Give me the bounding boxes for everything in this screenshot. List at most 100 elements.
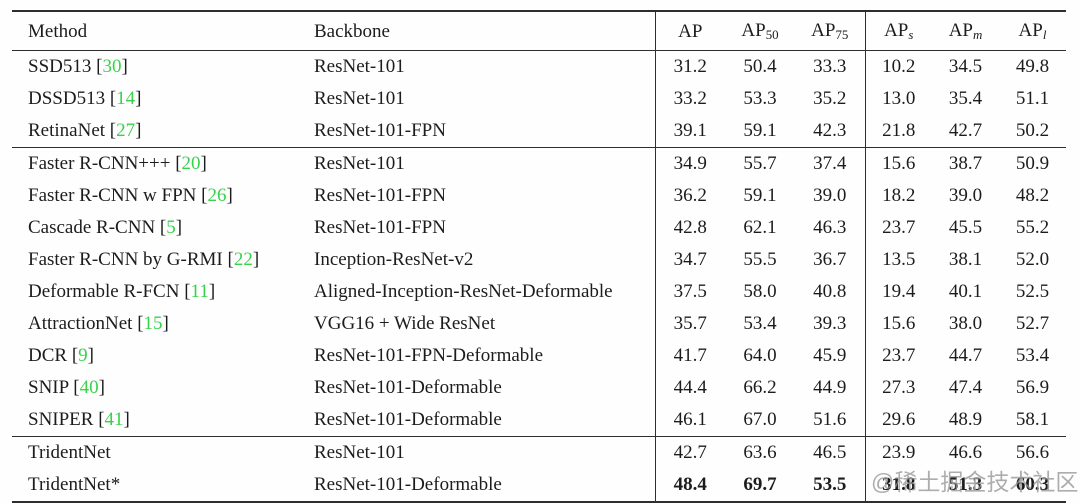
metric-cell: 33.3 xyxy=(813,56,847,77)
metric-base: AP xyxy=(948,20,973,41)
backbone-cell: ResNet-101 xyxy=(313,147,655,180)
metric-cell: 47.4 xyxy=(948,377,983,398)
metric-cell: 59.1 xyxy=(743,120,777,141)
metric-cell: 46.6 xyxy=(932,436,999,469)
method-cell: SSD513 [30] xyxy=(12,51,313,84)
citation-ref: 22 xyxy=(233,249,253,270)
metric-cell: 39.3 xyxy=(813,313,847,334)
table-row: SSD513 [30] ResNet-101 31.2 50.4 33.3 10.2 34.… xyxy=(12,50,1066,84)
method-cell: RetinaNet [27] xyxy=(12,115,313,148)
metric-cell: 41.7 xyxy=(654,340,725,372)
method-name: DSSD513 xyxy=(28,88,106,109)
citation-bracket-close: ] xyxy=(208,281,216,302)
header-row: Method Backbone AP AP50 AP75 APs APm APl xyxy=(12,11,1066,51)
citation-ref: 26 xyxy=(207,185,227,206)
citation-ref: 15 xyxy=(143,313,163,334)
table-row: TridentNet* ResNet-101-Deformable 48.4 69.7… xyxy=(12,469,1066,503)
citation-bracket-open: [ xyxy=(179,281,191,302)
table-row: DCR [9] ResNet-101-FPN-Deformable 41.7 64.0… xyxy=(12,340,1066,372)
metric-cell: 35.7 xyxy=(654,308,725,340)
metric-cell: 37.5 xyxy=(654,276,725,308)
metric-cell: 63.6 xyxy=(725,436,795,469)
metric-cell: 36.7 xyxy=(813,249,847,270)
metric-base: AP xyxy=(741,20,766,41)
metric-cell: 51.1 xyxy=(1015,88,1050,109)
metric-cell: 55.7 xyxy=(725,147,795,180)
col-header-backbone: Backbone xyxy=(313,11,655,51)
col-header-metric: APl xyxy=(999,11,1066,51)
metric-cell: 50.9 xyxy=(999,147,1066,180)
metric-cell: 53.4 xyxy=(1015,345,1050,366)
metric-cell: 44.4 xyxy=(654,372,725,404)
backbone-cell: ResNet-101 xyxy=(314,88,405,109)
citation-ref: 27 xyxy=(116,120,136,141)
table-row: AttractionNet [15] VGG16 + Wide ResNet 35.… xyxy=(12,308,1066,340)
method-name: Faster R-CNN w FPN xyxy=(28,185,197,206)
method-name: DCR xyxy=(28,345,68,366)
table-row: RetinaNet [27] ResNet-101-FPN 39.1 59.1 42.3… xyxy=(12,115,1066,148)
metric-cell: 51.3 xyxy=(932,469,999,503)
backbone-cell: ResNet-101-Deformable xyxy=(314,409,502,430)
metric-cell: 15.6 xyxy=(864,147,932,180)
metric-cell: 45.5 xyxy=(948,217,983,238)
method-name: TridentNet xyxy=(28,442,111,463)
table-row: Faster R-CNN+++ [20] ResNet-101 34.9 55.7 37… xyxy=(12,147,1066,180)
metric-cell: 52.7 xyxy=(1015,313,1050,334)
metric-subscript: l xyxy=(1042,26,1047,42)
method-name: SNIPER xyxy=(28,409,94,430)
method-cell: Cascade R-CNN [5] xyxy=(12,212,313,244)
metric-subscript: 50 xyxy=(765,26,779,42)
metric-cell: 21.8 xyxy=(864,115,932,148)
citation-bracket-open: [ xyxy=(155,217,167,238)
citation-bracket-close: ] xyxy=(135,120,142,141)
citation-bracket-close: ] xyxy=(87,345,94,366)
citation-bracket-close: ] xyxy=(175,217,183,238)
citation-ref: 20 xyxy=(181,153,201,174)
method-cell: AttractionNet [15] xyxy=(12,308,313,340)
citation-bracket-open: [ xyxy=(68,377,80,398)
metric-cell: 48.4 xyxy=(654,469,725,503)
metric-cell: 23.7 xyxy=(864,340,932,372)
metric-cell: 46.5 xyxy=(795,436,865,469)
citation-bracket-close: ] xyxy=(121,56,128,77)
metric-cell: 29.6 xyxy=(864,404,932,437)
metric-cell: 64.0 xyxy=(743,345,777,366)
method-name: Deformable R-FCN xyxy=(28,281,180,302)
method-name: Faster R-CNN+++ xyxy=(28,153,171,174)
metric-cell: 34.5 xyxy=(948,56,983,77)
citation-bracket-open: [ xyxy=(91,56,103,77)
metric-cell: 39.0 xyxy=(813,185,847,206)
citation-bracket-open: [ xyxy=(222,249,234,270)
metric-cell: 10.2 xyxy=(864,50,932,83)
method-name: TridentNet* xyxy=(28,474,121,495)
table-row: SNIP [40] ResNet-101-Deformable 44.4 66.2 44… xyxy=(12,372,1066,404)
metric-cell: 18.2 xyxy=(864,180,932,212)
metric-cell: 23.7 xyxy=(864,212,932,244)
metric-cell: 49.8 xyxy=(1015,56,1050,77)
col-header-method: Method xyxy=(12,11,313,51)
backbone-cell: ResNet-101 xyxy=(313,436,655,469)
backbone-cell: ResNet-101-FPN xyxy=(314,185,446,206)
citation-bracket-close: ] xyxy=(162,313,169,334)
metric-cell: 44.7 xyxy=(948,345,983,366)
table-row: DSSD513 [14] ResNet-101 33.2 53.3 35.2 13.0 35… xyxy=(12,83,1066,115)
metric-cell: 52.0 xyxy=(1015,249,1050,270)
backbone-cell: VGG16 + Wide ResNet xyxy=(314,313,496,334)
metric-cell: 34.9 xyxy=(654,147,725,180)
col-header-metric: AP xyxy=(654,11,725,51)
col-header-metric: AP75 xyxy=(795,11,865,51)
method-name: SSD513 xyxy=(28,56,92,77)
metric-base: AP xyxy=(884,20,909,41)
metric-cell: 58.0 xyxy=(743,281,777,302)
metric-cell: 56.6 xyxy=(999,436,1066,469)
backbone-cell: ResNet-101 xyxy=(314,56,405,77)
citation-bracket-open: [ xyxy=(170,153,182,174)
method-name: AttractionNet xyxy=(28,313,133,334)
metric-cell: 31.8 xyxy=(864,469,932,503)
method-cell: SNIP [40] xyxy=(12,372,313,404)
metric-cell: 27.3 xyxy=(864,372,932,404)
metric-cell: 58.1 xyxy=(1015,409,1050,430)
metric-cell: 38.1 xyxy=(948,249,983,270)
metric-cell: 44.9 xyxy=(813,377,847,398)
